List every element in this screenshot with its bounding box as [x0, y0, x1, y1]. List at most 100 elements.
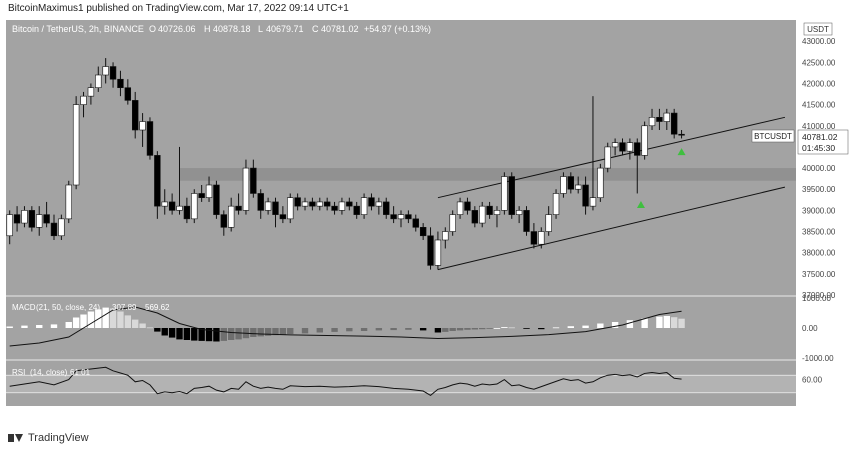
- candle: [486, 201, 493, 219]
- candle: [65, 180, 72, 224]
- channel-upper-line: [437, 116, 786, 199]
- candle-body: [338, 201, 346, 211]
- candle-body: [6, 214, 13, 237]
- candle: [132, 91, 139, 139]
- candle-body: [309, 201, 316, 207]
- candle: [139, 113, 146, 147]
- candle-body: [493, 210, 501, 215]
- candle-body: [279, 214, 287, 220]
- candle: [346, 197, 353, 211]
- macd-signal-line: [9, 306, 682, 347]
- candle: [6, 210, 13, 245]
- candle: [434, 231, 442, 270]
- candle: [552, 189, 560, 219]
- rsi-line: [9, 366, 682, 397]
- candle: [102, 58, 109, 84]
- candle: [648, 108, 656, 130]
- candle: [21, 206, 28, 228]
- price-tick-label: 37500.00: [802, 270, 836, 279]
- candle-body: [316, 201, 323, 207]
- macd-bar: [442, 328, 449, 332]
- countdown: 01:45:30: [802, 143, 835, 153]
- candle-body: [132, 100, 139, 131]
- macd-bar: [456, 328, 464, 331]
- candle-body: [139, 121, 146, 131]
- candle-body: [545, 214, 552, 232]
- candle-body: [272, 201, 279, 215]
- candle-body: [124, 87, 132, 101]
- macd-bar: [301, 328, 309, 334]
- candle-body: [323, 201, 331, 207]
- macd-bar: [146, 327, 154, 329]
- publisher-caption: BitcoinMaximus1 published on TradingView…: [8, 3, 349, 14]
- candle-body: [419, 227, 427, 237]
- candle-body: [375, 201, 383, 207]
- macd-bar: [663, 316, 670, 328]
- candle: [523, 206, 530, 236]
- open-label: O: [149, 24, 156, 34]
- candle-body: [678, 133, 685, 136]
- green-arrow-icon: [636, 201, 645, 209]
- candle: [634, 138, 641, 194]
- macd-bar: [493, 328, 501, 329]
- candle: [287, 193, 294, 224]
- macd-bar: [250, 328, 257, 337]
- change-value: +54.97 (+0.13%): [364, 24, 431, 34]
- low-label: L: [258, 24, 263, 34]
- candle: [360, 193, 368, 219]
- candle-body: [501, 176, 508, 211]
- macd-bar: [471, 328, 479, 330]
- candle-body: [168, 201, 176, 211]
- macd-bar: [390, 328, 397, 331]
- candle: [168, 193, 176, 215]
- candle: [589, 96, 597, 211]
- candle: [213, 180, 220, 219]
- candle-body: [575, 184, 582, 190]
- macd-bar: [331, 328, 338, 332]
- candle-body: [530, 231, 538, 245]
- candle: [619, 138, 626, 156]
- candle-body: [146, 121, 154, 156]
- macd-bar: [161, 328, 168, 336]
- candle: [604, 142, 611, 173]
- candle-body: [353, 205, 360, 215]
- macd-bar: [50, 324, 58, 328]
- candle-body: [21, 210, 28, 224]
- candle: [442, 227, 449, 249]
- candle-body: [117, 78, 124, 88]
- macd-bar: [508, 327, 515, 329]
- candle-body: [287, 197, 294, 220]
- price-panel: 43000.00 42500.00 42000.00 41500.00 41000.00…: [6, 37, 836, 300]
- macd-tick-label: -1000.00: [802, 354, 834, 363]
- macd-bar: [154, 328, 161, 332]
- macd-tick-label: 0.00: [802, 324, 818, 333]
- candle: [471, 206, 479, 228]
- candle: [72, 96, 80, 190]
- candle-body: [611, 142, 619, 148]
- candle-body: [227, 205, 235, 228]
- brand-footer: TradingView: [8, 432, 89, 444]
- candle-body: [161, 201, 168, 207]
- tradingview-logo-icon: [8, 433, 24, 443]
- price-tick-label: 43000.00: [802, 37, 836, 46]
- price-tick-label: 37000.00: [802, 291, 836, 300]
- candle-body: [442, 231, 449, 241]
- chart-canvas[interactable]: 43000.00 42500.00 42000.00 41500.00 41000.00…: [6, 20, 850, 418]
- macd-bar: [597, 323, 604, 328]
- candle: [397, 210, 405, 228]
- candle-body: [50, 222, 58, 237]
- candle-body: [176, 205, 183, 211]
- candle: [235, 193, 242, 215]
- brand-name: TradingView: [28, 432, 89, 444]
- candle-body: [28, 210, 36, 228]
- candle-body: [604, 146, 611, 169]
- high-value: 40878.18: [213, 24, 251, 34]
- macd-bar: [279, 328, 287, 335]
- candle-body: [72, 104, 80, 186]
- close-value: 40781.02: [321, 24, 359, 34]
- high-label: H: [204, 24, 211, 34]
- macd-bar: [272, 328, 279, 336]
- candle-body: [36, 214, 43, 228]
- candle: [257, 189, 264, 219]
- candle: [250, 159, 257, 198]
